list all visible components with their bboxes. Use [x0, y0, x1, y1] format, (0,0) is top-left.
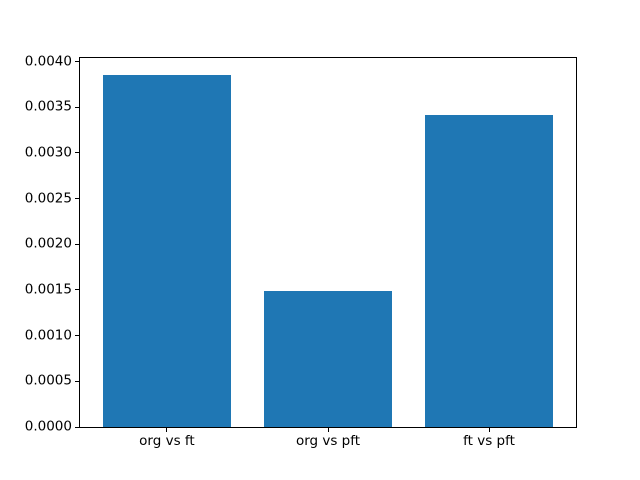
- bar-org-vs-pft: [263, 290, 393, 427]
- y-tick-label: 0.0025: [24, 189, 72, 206]
- x-tick-label: ft vs pft: [463, 433, 515, 449]
- plot-area: [79, 57, 577, 428]
- bar-ft-vs-pft: [424, 114, 554, 427]
- y-tick-mark: [75, 380, 79, 382]
- y-tick-mark: [75, 335, 79, 337]
- x-tick-mark: [327, 428, 329, 432]
- y-tick-mark: [75, 61, 79, 63]
- y-tick-mark: [75, 198, 79, 200]
- y-tick-label: 0.0005: [24, 372, 72, 389]
- x-tick-label: org vs pft: [295, 433, 361, 449]
- y-tick-label: 0.0020: [24, 235, 72, 252]
- y-tick-mark: [75, 152, 79, 154]
- y-tick-mark: [75, 426, 79, 428]
- y-tick-label: 0.0040: [24, 52, 72, 69]
- y-tick-label: 0.0000: [24, 418, 72, 435]
- x-tick-mark: [488, 428, 490, 432]
- y-tick-mark: [75, 243, 79, 245]
- y-tick-mark: [75, 106, 79, 108]
- y-tick-label: 0.0010: [24, 326, 72, 343]
- y-tick-label: 0.0035: [24, 98, 72, 115]
- y-tick-label: 0.0015: [24, 281, 72, 298]
- x-tick-mark: [166, 428, 168, 432]
- y-tick-label: 0.0030: [24, 144, 72, 161]
- x-tick-label: org vs ft: [139, 433, 195, 449]
- bar-org-vs-ft: [102, 75, 232, 427]
- y-tick-mark: [75, 289, 79, 291]
